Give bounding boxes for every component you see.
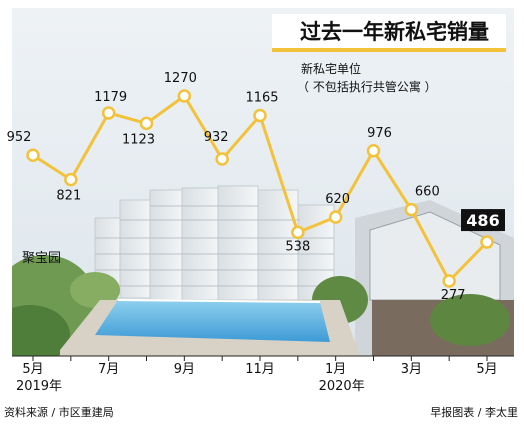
value-label: 952	[7, 130, 32, 145]
source-note: 资料来源 / 市区重建局	[4, 405, 114, 419]
chart-subtitle-line2: （ 不包括执行共管公寓 ）	[297, 79, 437, 94]
data-point	[65, 174, 76, 185]
value-label: 1165	[245, 91, 278, 106]
title-underline	[272, 48, 506, 52]
x-tick-label: 9月	[174, 362, 195, 377]
x-tick-label: 11月	[245, 362, 275, 377]
x-tick-label: 1月	[325, 362, 346, 377]
data-point	[292, 227, 303, 238]
data-point	[179, 91, 190, 102]
x-tick-label: 5月	[22, 362, 43, 377]
value-label: 821	[56, 189, 81, 204]
value-label: 1179	[94, 90, 127, 105]
data-point	[406, 204, 417, 215]
highlight-value-label: 486	[461, 209, 505, 231]
value-label: 620	[325, 192, 350, 207]
data-point	[103, 107, 114, 118]
x-tick-label: 7月	[98, 362, 119, 377]
x-tick-label: 3月	[401, 362, 422, 377]
chart-subtitle-line1: 新私宅单位	[301, 61, 361, 76]
value-label: 277	[441, 288, 466, 303]
value-label: 486	[466, 211, 499, 230]
value-label: 1270	[164, 71, 197, 86]
chart-title: 过去一年新私宅销量	[300, 20, 489, 44]
credit-note: 早报图表 / 李太里	[430, 405, 518, 419]
data-point	[217, 153, 228, 164]
x-year-label: 2019年	[16, 379, 62, 394]
x-tick-label: 5月	[476, 362, 497, 377]
value-label: 976	[367, 126, 392, 141]
value-label: 538	[285, 239, 310, 254]
data-point	[141, 118, 152, 129]
data-point	[482, 237, 493, 248]
x-year-label: 2020年	[319, 379, 365, 394]
value-label: 1123	[122, 132, 155, 147]
data-point	[255, 110, 266, 121]
value-label: 932	[204, 130, 229, 145]
data-point	[444, 276, 455, 287]
value-label: 660	[415, 185, 440, 200]
x-axis: 5月 2019年 7月 9月 11月 1月 2020年 3月 5月	[12, 356, 514, 394]
photo-caption: 聚宝园	[22, 251, 61, 266]
data-point	[330, 212, 341, 223]
data-point	[368, 145, 379, 156]
data-point	[28, 150, 39, 161]
